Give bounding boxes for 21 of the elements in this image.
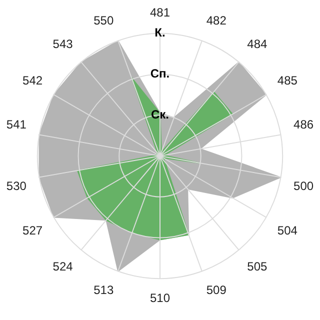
spoke-label: 485 bbox=[277, 73, 298, 88]
spoke-label: 542 bbox=[22, 73, 43, 88]
spoke-label: 481 bbox=[150, 6, 170, 20]
spoke-label: 486 bbox=[294, 118, 314, 132]
spoke-label: 524 bbox=[52, 259, 74, 274]
y-tick-label: Сп. bbox=[150, 66, 170, 81]
spoke-label: 504 bbox=[277, 223, 298, 238]
spoke-label: 509 bbox=[206, 282, 227, 297]
spoke-label: 543 bbox=[52, 37, 74, 52]
spoke-label: 505 bbox=[247, 259, 268, 274]
spoke-label: 482 bbox=[206, 14, 227, 28]
spoke-label: 484 bbox=[247, 37, 268, 52]
spoke-label: 500 bbox=[294, 179, 314, 194]
spoke-label: 530 bbox=[6, 179, 27, 194]
spoke-label: 513 bbox=[94, 282, 114, 297]
spoke-label: 541 bbox=[6, 118, 27, 132]
spoke-label: 527 bbox=[22, 223, 43, 238]
spoke-label: 550 bbox=[94, 14, 114, 28]
y-tick-label: Ск. bbox=[150, 107, 170, 122]
y-tick-label: К. bbox=[154, 26, 166, 40]
spoke-label: 510 bbox=[150, 291, 170, 306]
